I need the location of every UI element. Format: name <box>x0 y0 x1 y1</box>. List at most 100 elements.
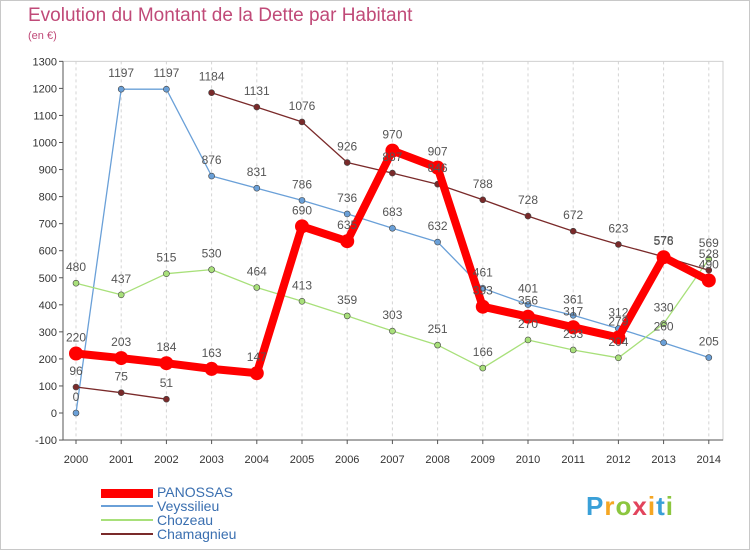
x-tick-label: 2003 <box>199 454 223 466</box>
data-point-chozeau <box>569 346 577 354</box>
data-point-panossas <box>204 361 219 376</box>
logo-letter: i <box>647 491 657 521</box>
data-label-chamagnieu: 1076 <box>289 99 316 113</box>
data-point-veyssilieu <box>117 85 125 93</box>
legend-label: Chozeau <box>157 512 214 528</box>
data-point-chamagnieu <box>298 118 306 126</box>
plot-area <box>62 60 724 441</box>
data-point-chozeau <box>343 312 351 320</box>
data-point-chamagnieu <box>343 159 351 166</box>
data-point-panossas <box>701 273 716 288</box>
data-point-veyssilieu <box>163 85 170 93</box>
legend-label: Chamagnieu <box>157 526 237 542</box>
data-label-panossas: 279 <box>608 315 628 329</box>
data-label-chamagnieu: 96 <box>69 364 83 378</box>
data-label-chozeau: 233 <box>563 327 583 341</box>
data-point-veyssilieu <box>343 210 351 218</box>
data-point-veyssilieu <box>72 409 80 417</box>
x-tick-label: 2004 <box>245 454 269 466</box>
data-label-chozeau: 480 <box>66 260 86 274</box>
chart-title: Evolution du Montant de la Dette par Hab… <box>28 5 413 26</box>
data-point-chozeau <box>253 284 261 291</box>
x-tick-label: 2001 <box>109 454 133 466</box>
data-point-panossas <box>159 356 174 371</box>
data-point-panossas <box>430 160 445 175</box>
legend-label: Veyssilieu <box>157 498 220 514</box>
data-point-panossas <box>69 346 83 361</box>
logo-letter: x <box>632 491 648 521</box>
data-label-chamagnieu: 728 <box>518 193 538 207</box>
data-point-chozeau <box>434 341 441 349</box>
data-point-panossas <box>656 250 671 265</box>
y-tick-label: 800 <box>39 192 57 204</box>
data-point-veyssilieu <box>208 172 215 180</box>
data-label-veyssilieu: 361 <box>563 292 583 306</box>
y-tick-label: 1300 <box>33 56 57 68</box>
logo-letter: t <box>656 491 666 521</box>
data-label-chozeau: 464 <box>247 264 267 278</box>
data-point-chozeau <box>163 270 170 277</box>
logo-letter: P <box>586 491 605 521</box>
x-tick-label: 2013 <box>651 454 675 466</box>
data-label-chamagnieu: 578 <box>654 234 674 248</box>
data-point-chamagnieu <box>117 389 125 397</box>
data-label-chamagnieu: 887 <box>382 150 402 164</box>
legend-swatch <box>101 505 153 507</box>
data-point-chamagnieu <box>705 266 713 274</box>
data-point-chozeau <box>117 291 125 299</box>
data-point-chamagnieu <box>479 196 487 204</box>
y-tick-label: 400 <box>39 300 57 312</box>
data-point-panossas <box>385 143 400 158</box>
data-label-panossas: 970 <box>382 128 402 142</box>
data-point-panossas <box>340 234 355 249</box>
data-point-chamagnieu <box>524 212 532 220</box>
data-point-veyssilieu <box>705 354 713 361</box>
data-label-panossas: 490 <box>699 257 719 271</box>
data-label-veyssilieu: 1197 <box>108 66 134 80</box>
data-point-veyssilieu <box>524 301 532 308</box>
y-tick-label: 1200 <box>33 83 57 95</box>
data-point-chamagnieu <box>72 383 80 391</box>
data-point-veyssilieu <box>569 312 577 319</box>
data-label-chamagnieu: 926 <box>337 140 357 154</box>
data-point-panossas <box>114 351 129 366</box>
data-point-panossas <box>566 320 581 335</box>
y-tick-label: 200 <box>39 354 57 366</box>
data-label-chozeau: 530 <box>202 247 222 261</box>
y-tick-label: 900 <box>39 165 57 177</box>
data-point-chamagnieu <box>208 89 215 97</box>
y-tick-label: 100 <box>39 381 57 393</box>
data-label-veyssilieu: 260 <box>654 320 674 334</box>
chart-svg: -100 0 100 200 300 400 500 600 700 800 900 1000 1100… <box>33 56 724 466</box>
data-label-chozeau: 515 <box>156 251 176 265</box>
data-label-panossas: 907 <box>428 145 448 159</box>
data-point-veyssilieu <box>298 197 306 204</box>
data-label-veyssilieu: 736 <box>337 191 357 205</box>
data-point-chozeau <box>298 297 306 305</box>
data-point-chamagnieu <box>615 241 622 248</box>
data-label-veyssilieu: 876 <box>202 153 222 167</box>
y-tick-label: 600 <box>39 246 57 258</box>
legend-swatch <box>101 533 153 535</box>
data-label-panossas: 163 <box>202 346 222 360</box>
y-tick-label: 300 <box>39 327 57 339</box>
y-tick-label: 1100 <box>33 110 57 122</box>
x-tick-label: 2005 <box>290 454 314 466</box>
data-label-panossas: 356 <box>518 294 538 308</box>
data-label-veyssilieu: 461 <box>473 265 493 279</box>
data-point-chozeau <box>615 354 622 362</box>
y-tick-label: 500 <box>39 273 57 285</box>
data-point-veyssilieu <box>389 224 396 232</box>
data-label-panossas: 635 <box>337 218 357 232</box>
x-tick-label: 2012 <box>606 454 630 466</box>
logo-letter: i <box>665 491 674 521</box>
data-label-veyssilieu: 312 <box>608 306 628 320</box>
data-label-chamagnieu: 51 <box>160 376 174 390</box>
data-label-chamagnieu: 1131 <box>244 84 270 98</box>
data-point-panossas <box>475 299 490 314</box>
x-tick-label: 2009 <box>471 454 495 466</box>
data-point-chozeau <box>389 327 396 335</box>
data-label-chamagnieu: 623 <box>608 221 628 235</box>
data-label-panossas: 690 <box>292 203 312 217</box>
